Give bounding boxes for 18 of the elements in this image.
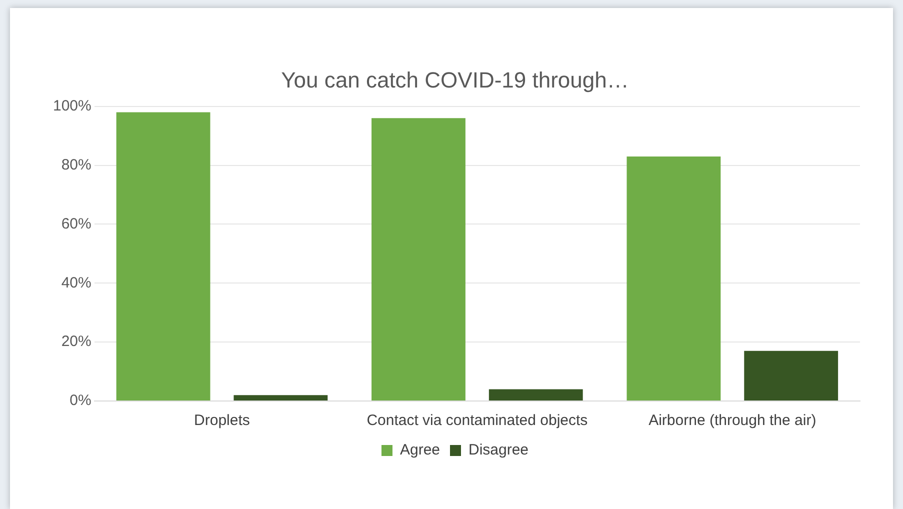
x-tick-label: Airborne (through the air) [648, 412, 816, 430]
y-tick-label: 100% [52, 98, 92, 115]
bar [116, 112, 210, 400]
bar [744, 350, 838, 400]
x-tick-label: Contact via contaminated objects [366, 412, 588, 430]
y-tick-label: 0% [70, 392, 92, 410]
legend-label: Disagree [468, 442, 529, 459]
bar [372, 118, 466, 400]
y-tick-label: 20% [61, 333, 92, 350]
y-tick-label: 60% [61, 215, 92, 232]
y-tick-label: 80% [61, 156, 92, 174]
bar [488, 389, 583, 400]
chart-title: You can catch COVID-19 through… [281, 67, 629, 92]
y-tick-label: 40% [61, 274, 92, 292]
bar [234, 395, 328, 400]
bar [626, 156, 721, 400]
legend-label: Agree [400, 442, 440, 459]
x-tick-label: Droplets [194, 412, 250, 430]
